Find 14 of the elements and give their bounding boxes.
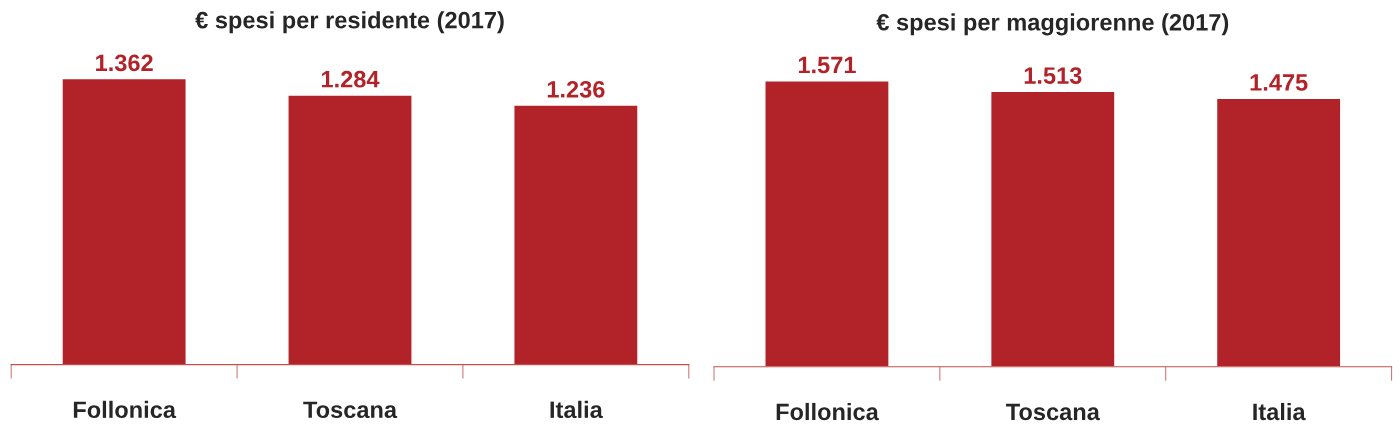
chart-title: € spesi per residente (2017): [195, 11, 504, 34]
data-label: 1.362: [96, 54, 153, 72]
data-label: 1.236: [547, 80, 605, 98]
data-label: 1.513: [1024, 67, 1082, 84]
x-tick-label: Follonica: [776, 402, 879, 421]
x-tick-label: Italia: [550, 400, 603, 419]
chart-title: € spesi per maggiorenne (2017): [876, 13, 1229, 36]
x-tick-label: Follonica: [73, 400, 177, 419]
data-label: 1.475: [1250, 74, 1308, 91]
data-label: 1.571: [798, 56, 856, 74]
x-tick-label: Toscana: [303, 401, 398, 419]
data-label: 1.284: [321, 70, 380, 88]
x-tick-label: Italia: [1253, 402, 1306, 421]
x-tick-label: Toscana: [1006, 403, 1100, 421]
